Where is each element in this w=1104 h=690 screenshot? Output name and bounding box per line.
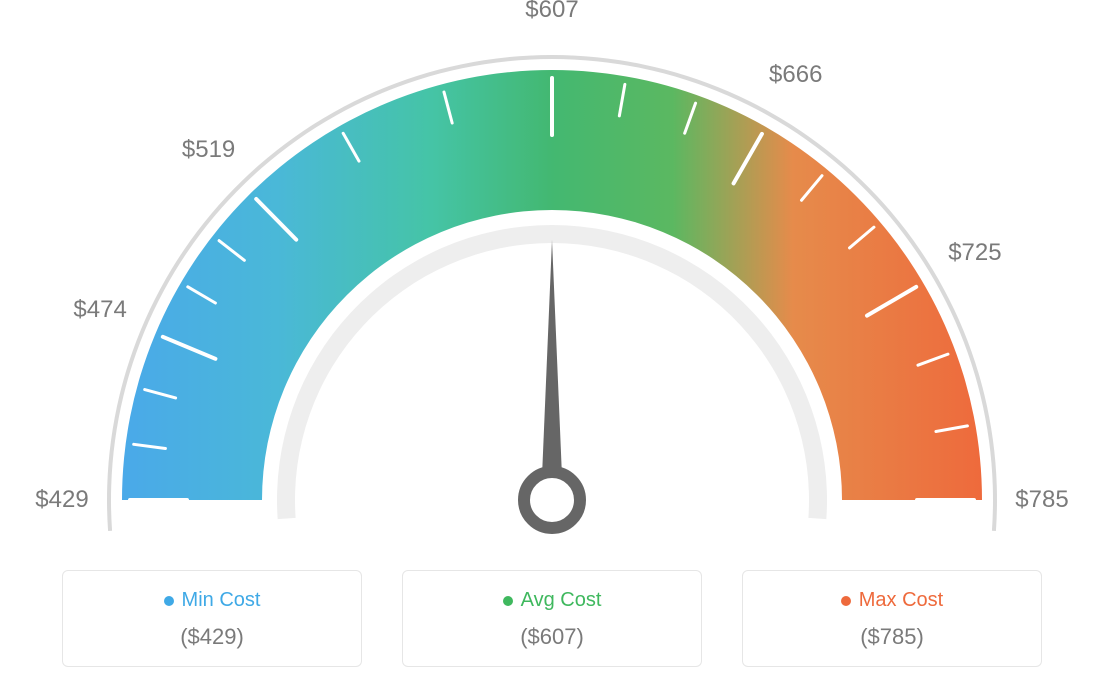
gauge-tick-label: $519 xyxy=(182,136,235,164)
gauge-tick-label: $607 xyxy=(525,0,578,24)
gauge-tick-label: $785 xyxy=(1015,486,1068,514)
legend-value-avg: ($607) xyxy=(413,624,691,650)
legend-title-text: Min Cost xyxy=(182,589,261,612)
circle-icon xyxy=(841,596,851,606)
legend-value-min: ($429) xyxy=(73,624,351,650)
gauge-chart: $429 $474 $519 $607 $666 $725 $785 xyxy=(0,0,1104,560)
legend-card-min: Min Cost ($429) xyxy=(62,570,362,667)
legend-title-min: Min Cost xyxy=(164,589,261,612)
circle-icon xyxy=(503,596,513,606)
gauge-tick-label: $666 xyxy=(769,61,822,89)
legend-title-text: Max Cost xyxy=(859,589,943,612)
legend-title-max: Max Cost xyxy=(841,589,943,612)
gauge-tick-label: $429 xyxy=(35,486,88,514)
gauge-tick-label: $474 xyxy=(73,296,126,324)
legend-value-max: ($785) xyxy=(753,624,1031,650)
legend-title-text: Avg Cost xyxy=(521,589,602,612)
legend-card-max: Max Cost ($785) xyxy=(742,570,1042,667)
legend-card-avg: Avg Cost ($607) xyxy=(402,570,702,667)
gauge-svg xyxy=(0,0,1104,560)
gauge-tick-label: $725 xyxy=(948,239,1001,267)
legend-row: Min Cost ($429) Avg Cost ($607) Max Cost… xyxy=(0,570,1104,667)
legend-title-avg: Avg Cost xyxy=(503,589,602,612)
circle-icon xyxy=(164,596,174,606)
